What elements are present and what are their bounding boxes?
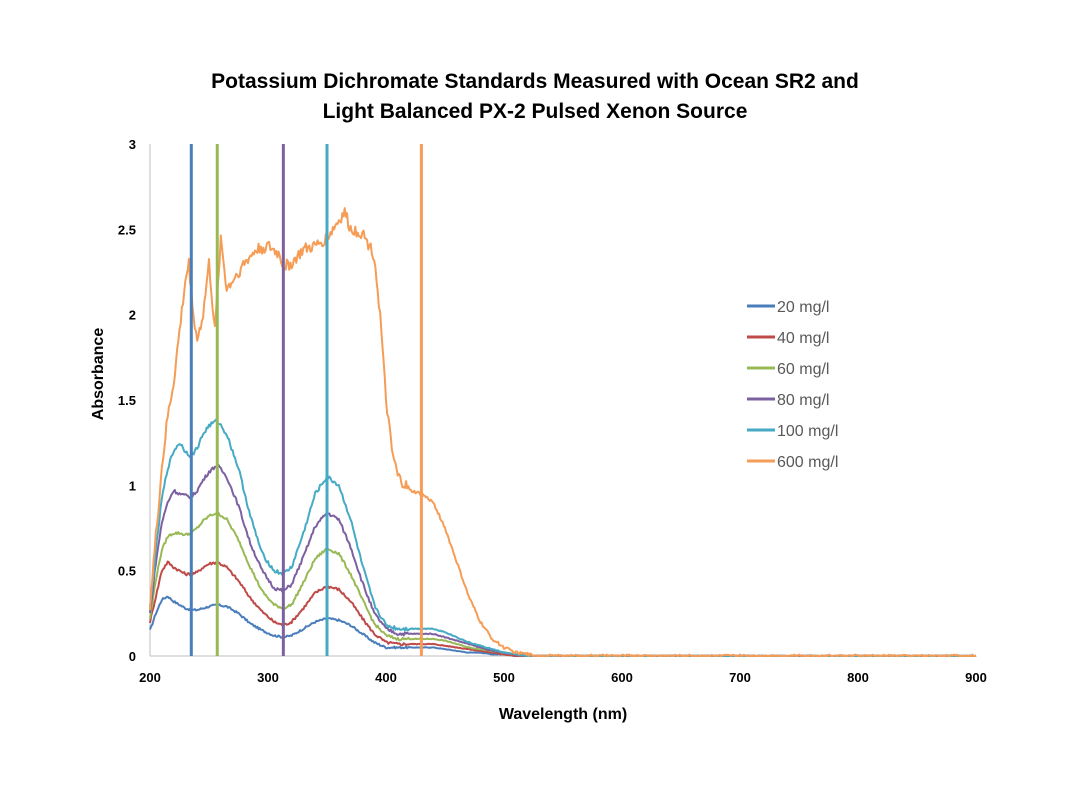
y-tick-label: 0 — [129, 649, 136, 664]
series-line-40-mg-l — [149, 560, 977, 657]
legend-label: 40 mg/l — [777, 330, 829, 347]
y-axis-title: Absorbance — [90, 328, 107, 421]
chart-title-line-2: Light Balanced PX-2 Pulsed Xenon Source — [323, 100, 748, 123]
legend-label: 600 mg/l — [777, 454, 838, 471]
x-tick-label: 300 — [257, 670, 279, 685]
legend-label: 80 mg/l — [777, 392, 829, 409]
series-line-80-mg-l — [149, 463, 977, 657]
legend-label: 20 mg/l — [777, 299, 829, 316]
legend: 20 mg/l 40 mg/l 60 mg/l 80 mg/l 100 mg/l 600 … — [747, 299, 838, 471]
y-tick-label: 1 — [129, 478, 136, 493]
x-tick-label: 200 — [139, 670, 161, 685]
x-tick-label: 700 — [729, 670, 751, 685]
y-tick-label: 0.5 — [118, 564, 136, 579]
x-axis-title: Wavelength (nm) — [499, 706, 627, 723]
x-tick-label: 900 — [965, 670, 987, 685]
x-tick-label: 500 — [493, 670, 515, 685]
y-tick-label: 1.5 — [118, 393, 136, 408]
y-tick-label: 2.5 — [118, 222, 136, 237]
legend-label: 60 mg/l — [777, 361, 829, 378]
x-tick-label: 800 — [847, 670, 869, 685]
x-tick-label: 400 — [375, 670, 397, 685]
plot-area: 200 300 400 500 600 700 800 900 0 0.5 1 1.5 2 2.5 3 — [118, 137, 987, 685]
chart-title-line-1: Potassium Dichromate Standards Measured … — [211, 70, 859, 93]
y-tick-label: 3 — [129, 137, 136, 152]
series-line-100-mg-l — [149, 418, 977, 657]
series-line-60-mg-l — [149, 510, 977, 657]
legend-label: 100 mg/l — [777, 423, 838, 440]
y-tick-label: 2 — [129, 308, 136, 323]
x-tick-label: 600 — [611, 670, 633, 685]
series-line-600-mg-l — [149, 207, 976, 657]
